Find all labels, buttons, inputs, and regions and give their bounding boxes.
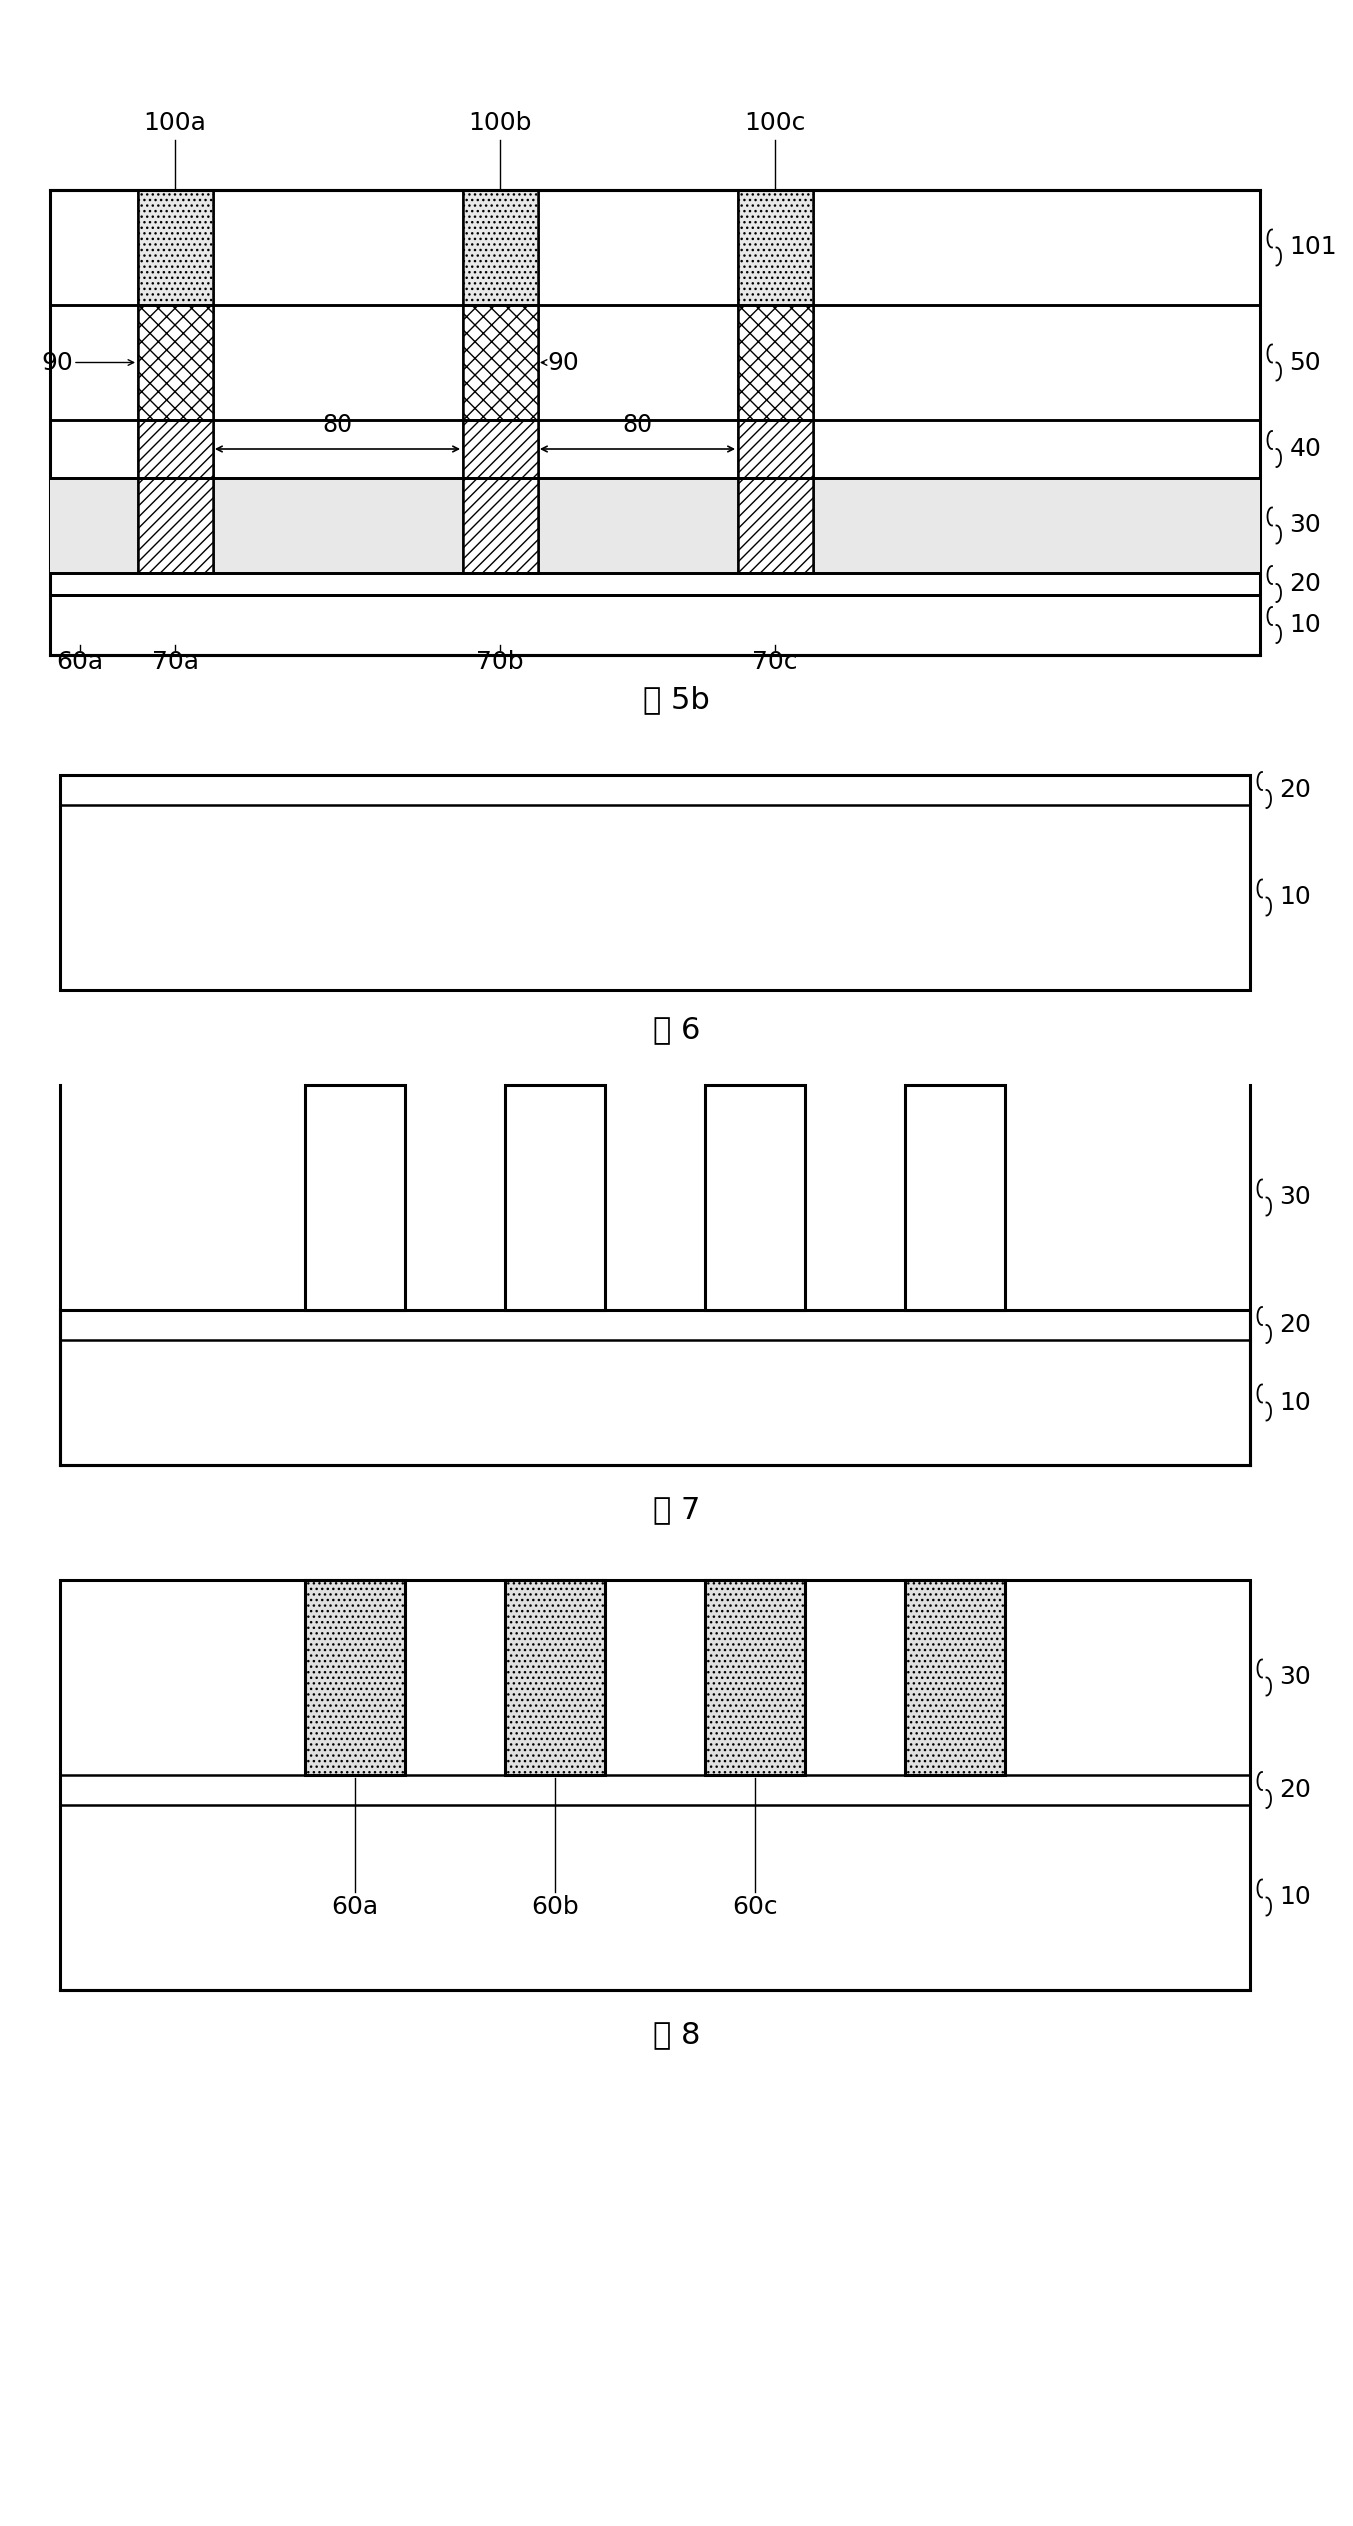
Bar [737,306,813,419]
Bar [705,1579,805,1776]
Text: 50: 50 [1289,351,1321,374]
Text: 70a: 70a [152,649,199,674]
Text: 20: 20 [1280,1778,1311,1801]
Text: 90: 90 [547,351,579,374]
Bar [463,189,538,306]
Text: 90: 90 [41,351,73,374]
Bar [463,189,538,306]
Bar [737,189,813,306]
Text: 30: 30 [1289,513,1322,538]
Text: 10: 10 [1289,614,1322,637]
Bar [705,1086,805,1311]
Bar [505,1579,605,1776]
Bar [138,419,212,477]
Bar [50,477,1260,573]
Text: 70b: 70b [476,649,524,674]
Bar [50,477,1260,573]
Bar [737,477,813,573]
Bar [463,306,538,419]
Bar [463,419,538,477]
Text: 图 5b: 图 5b [643,685,710,715]
Text: 10: 10 [1280,1389,1311,1415]
Bar [60,1579,1250,1990]
Bar [138,419,212,477]
Text: 20: 20 [1289,571,1322,596]
Bar [138,189,212,306]
Text: 40: 40 [1289,437,1322,462]
Text: 10: 10 [1280,1884,1311,1910]
Text: 100a: 100a [143,111,207,134]
Bar [905,1579,1005,1776]
Text: 60b: 60b [532,1894,579,1920]
Text: 100b: 100b [468,111,532,134]
Bar [138,477,212,573]
Bar [463,306,538,419]
Text: 100c: 100c [744,111,805,134]
Text: 10: 10 [1280,887,1311,909]
Text: 80: 80 [622,412,652,437]
Text: 图 7: 图 7 [652,1495,701,1526]
Bar [138,189,212,306]
Bar [463,419,538,477]
Bar [737,306,813,419]
Text: 60a: 60a [331,1894,379,1920]
Bar [905,1086,1005,1311]
Bar [505,1086,605,1311]
Bar [60,775,1250,990]
Bar [737,419,813,477]
Text: 30: 30 [1280,1185,1311,1210]
Bar [60,1311,1250,1465]
Text: 30: 30 [1280,1665,1311,1690]
Text: 60a: 60a [57,649,104,674]
Text: 80: 80 [322,412,353,437]
Text: 图 8: 图 8 [652,2021,701,2049]
Bar [304,1579,405,1776]
Text: 101: 101 [1289,235,1337,260]
Bar [138,306,212,419]
Bar [463,477,538,573]
Bar [737,189,813,306]
Bar [737,477,813,573]
Text: 70c: 70c [752,649,798,674]
Text: 60c: 60c [732,1894,778,1920]
Bar [50,189,1260,654]
Bar [138,306,212,419]
Text: 20: 20 [1280,778,1311,801]
Bar [138,477,212,573]
Bar [737,419,813,477]
Bar [463,477,538,573]
Text: 20: 20 [1280,1314,1311,1336]
Bar [304,1086,405,1311]
Text: 图 6: 图 6 [652,1015,701,1043]
